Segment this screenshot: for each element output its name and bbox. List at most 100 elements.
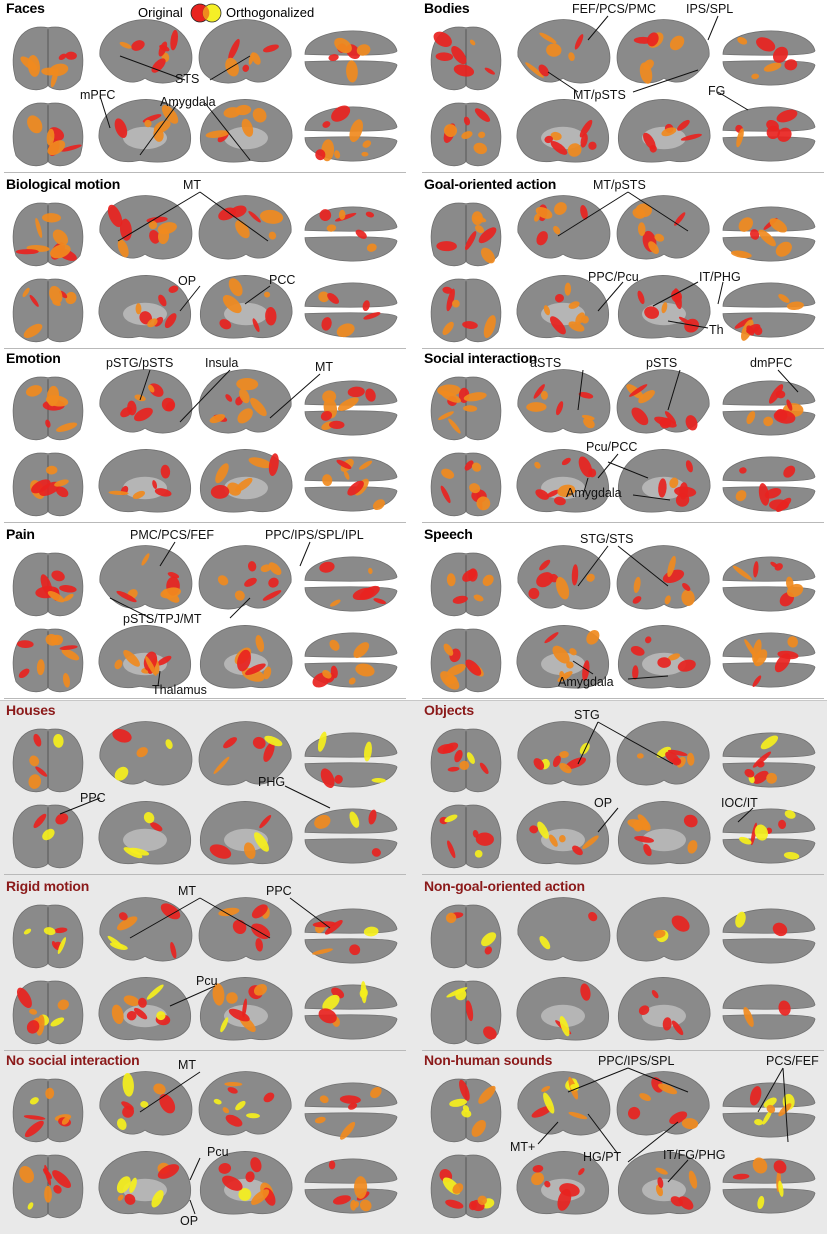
panel-title: Non-human sounds xyxy=(424,1052,553,1068)
region-label: MT+ xyxy=(510,1140,536,1154)
region-label: Pcu/PCC xyxy=(586,440,638,454)
region-label: MT/pSTS xyxy=(573,88,626,102)
brain-renderings xyxy=(430,897,816,1045)
brain-renderings xyxy=(430,1071,816,1219)
region-label: PPC xyxy=(80,791,106,805)
panel-title: Rigid motion xyxy=(6,878,90,894)
region-label: Amygdala xyxy=(160,95,216,109)
panel-objects: Objects STG OP IOC/IT xyxy=(418,702,827,876)
region-label: Th xyxy=(709,323,724,337)
region-label: OP xyxy=(594,796,613,810)
region-label: PHG xyxy=(258,775,286,789)
region-label: STG xyxy=(574,708,600,722)
region-label: PPC xyxy=(266,884,292,898)
region-label: MT xyxy=(183,178,202,192)
panel-title: Pain xyxy=(6,526,35,542)
brain-renderings xyxy=(430,721,816,869)
panel-rigid-motion: Rigid motion MT PPC Pcu xyxy=(0,878,410,1052)
region-label: OP xyxy=(180,1214,199,1228)
panel-title: Bodies xyxy=(424,0,470,16)
legend-overlap-icon xyxy=(190,3,222,23)
panel-pain: Pain PMC/PCS/FEF PPC/IPS/SPL/IPL pSTS/TPJ/M… xyxy=(0,526,410,700)
region-label: PMC/PCS/FEF xyxy=(130,528,215,542)
region-label: FG xyxy=(708,84,726,98)
panel-non-goal-oriented-action: Non-goal-oriented action xyxy=(418,878,827,1052)
region-label: STS xyxy=(175,72,200,86)
region-label: IT/FG/PHG xyxy=(663,1148,726,1162)
panel-separator xyxy=(422,1050,824,1051)
region-label: HG/PT xyxy=(583,1150,622,1164)
brain-renderings xyxy=(430,369,816,517)
brain-renderings xyxy=(12,721,398,869)
panel-title: Houses xyxy=(6,702,56,718)
region-label: PPC/IPS/SPL xyxy=(598,1054,675,1068)
panel-separator xyxy=(4,522,406,523)
panel-speech: Speech STG/STS Amygdala xyxy=(418,526,827,700)
brain-renderings xyxy=(12,195,398,343)
panel-title: Biological motion xyxy=(6,176,121,192)
panel-separator xyxy=(422,874,824,875)
brain-renderings xyxy=(430,545,816,693)
panel-emotion: Emotion pSTG/pSTS Insula MT xyxy=(0,350,410,524)
legend-original-label: Original xyxy=(138,5,183,20)
panel-biological-motion: Biological motion MT OP PCC xyxy=(0,176,410,350)
region-label: IOC/IT xyxy=(721,796,758,810)
panel-separator xyxy=(4,1050,406,1051)
region-label: MT/pSTS xyxy=(593,178,646,192)
region-label: STG/STS xyxy=(580,532,634,546)
brain-renderings xyxy=(12,19,398,167)
panel-separator xyxy=(422,698,824,699)
region-label: IT/PHG xyxy=(699,270,741,284)
panel-separator xyxy=(4,698,406,699)
region-label: PCS/FEF xyxy=(766,1054,819,1068)
region-label: PPC/IPS/SPL/IPL xyxy=(265,528,364,542)
region-label: IPS/SPL xyxy=(686,2,734,16)
panel-separator xyxy=(4,348,406,349)
panel-faces: Faces mPFC STS Amygdala xyxy=(0,0,410,174)
panel-non-human-sounds: Non-human sounds PPC/IPS/SPL PCS/FEF MT+ HG/… xyxy=(418,1052,827,1226)
region-label: Amygdala xyxy=(566,486,622,500)
region-label: PCC xyxy=(269,273,296,287)
region-label: PPC/Pcu xyxy=(588,270,639,284)
panel-separator xyxy=(4,172,406,173)
region-label: Pcu xyxy=(196,974,218,988)
panel-separator xyxy=(422,522,824,523)
region-label: MT xyxy=(178,884,197,898)
region-label: dmPFC xyxy=(750,356,793,370)
panel-title: Social interaction xyxy=(424,350,538,366)
panel-title: Emotion xyxy=(6,350,61,366)
region-label: Insula xyxy=(205,356,239,370)
panel-goal-oriented-action: Goal-oriented action MT/pSTS PPC/Pcu IT/PHG… xyxy=(418,176,827,350)
region-label: Amygdala xyxy=(558,675,614,689)
region-label: pSTS/TPJ/MT xyxy=(123,612,202,626)
panel-title: Non-goal-oriented action xyxy=(424,878,585,894)
panel-separator xyxy=(422,348,824,349)
panel-title: Faces xyxy=(6,0,45,16)
brain-renderings xyxy=(12,369,398,517)
legend: Original Orthogonalized xyxy=(130,2,330,24)
panel-no-social-interaction: No social interaction MT Pcu OP xyxy=(0,1052,410,1228)
panel-title: No social interaction xyxy=(6,1052,140,1068)
panel-houses: Houses PPC PHG xyxy=(0,702,410,876)
panel-title: Goal-oriented action xyxy=(424,176,557,192)
region-label: Thalamus xyxy=(152,683,207,697)
region-label: pSTS xyxy=(646,356,678,370)
region-label: FEF/PCS/PMC xyxy=(572,2,657,16)
brain-renderings xyxy=(430,19,816,167)
panel-social-interaction: Social interaction aSTS pSTS dmPFC Pcu/PCC Am… xyxy=(418,350,827,524)
brain-renderings xyxy=(12,1071,398,1219)
region-label: Pcu xyxy=(207,1145,229,1159)
control-conditions-band xyxy=(0,700,827,1234)
region-label: mPFC xyxy=(80,88,116,102)
brain-renderings xyxy=(12,545,398,693)
panel-title: Objects xyxy=(424,702,474,718)
region-label: OP xyxy=(178,274,197,288)
region-label: aSTS xyxy=(530,356,562,370)
panel-separator xyxy=(4,874,406,875)
region-label: pSTG/pSTS xyxy=(106,356,174,370)
panel-title: Speech xyxy=(424,526,473,542)
region-label: MT xyxy=(178,1058,197,1072)
panel-bodies: Bodies FEF/PCS/PMC IPS/SPL MT/pSTS FG xyxy=(418,0,827,174)
panel-separator xyxy=(422,172,824,173)
brain-renderings xyxy=(12,897,398,1045)
